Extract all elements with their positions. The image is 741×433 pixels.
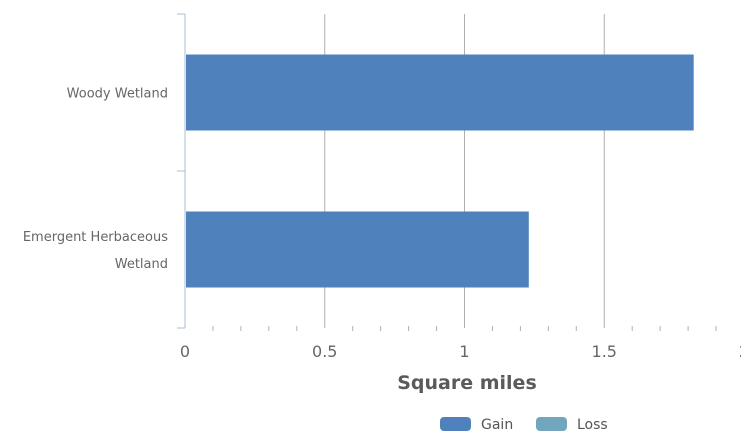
x-tick-label: 1 (459, 342, 469, 361)
x-tick-labels: 0 0.5 1 1.5 2 (180, 342, 741, 361)
bar-gain (186, 54, 694, 131)
bars (186, 54, 694, 288)
legend: Gain Loss (440, 417, 608, 433)
category-labels: Woody Wetland Emergent Herbaceous Wetland (23, 87, 168, 273)
legend-label: Loss (577, 417, 608, 433)
x-tick-label: 0 (180, 342, 190, 361)
category-label: Emergent Herbaceous (23, 230, 168, 245)
x-tick-label: 0.5 (312, 342, 337, 361)
legend-swatch (440, 417, 471, 431)
category-label: Wetland (115, 257, 168, 272)
x-minor-ticks (212, 326, 717, 331)
y-axis (177, 13, 186, 329)
category-label: Woody Wetland (67, 87, 168, 102)
bar-gain (186, 211, 529, 288)
x-tick-label: 2 (739, 342, 741, 361)
legend-label: Gain (481, 417, 513, 433)
x-tick-label: 1.5 (592, 342, 617, 361)
x-axis-title: Square miles (397, 372, 537, 394)
legend-swatch (536, 417, 567, 431)
